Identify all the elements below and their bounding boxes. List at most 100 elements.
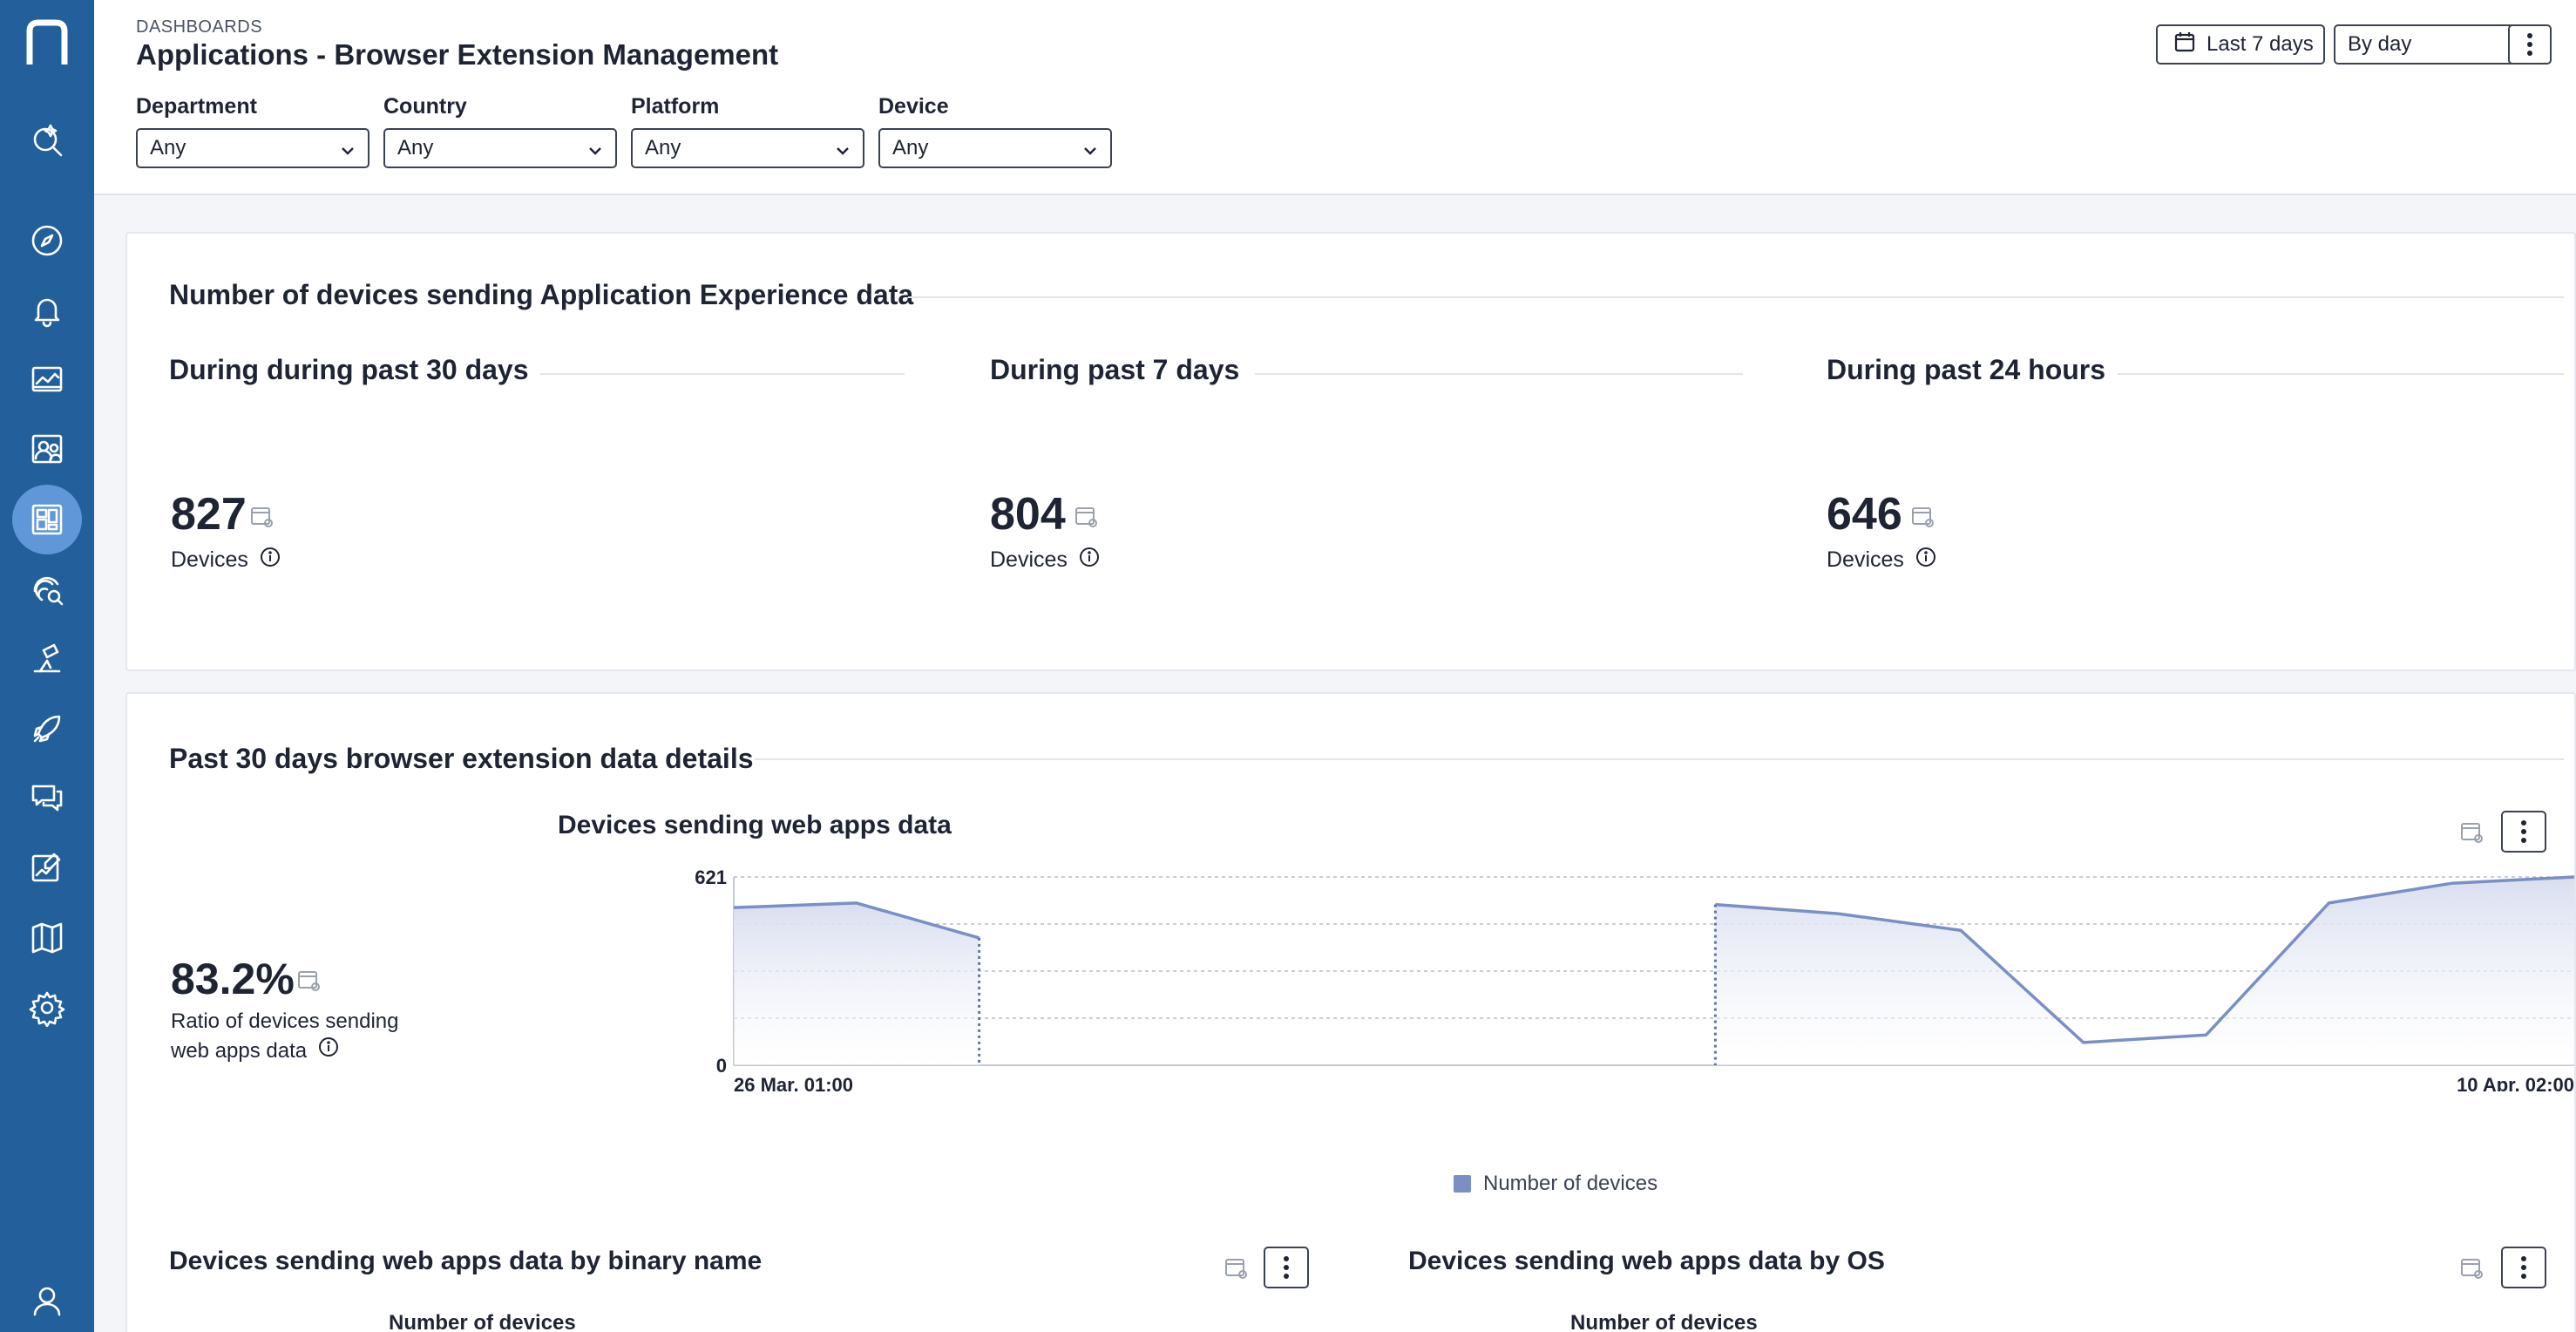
calendar-check-icon [1074, 504, 1098, 528]
metric-label: Devices [990, 546, 1101, 574]
divider [2118, 373, 2564, 375]
monitor-chart-icon[interactable] [12, 345, 82, 415]
divider [540, 373, 905, 375]
metric-period: During past 7 days [990, 354, 1240, 385]
select-value: Any [397, 136, 434, 160]
section-title: Number of devices sending Application Ex… [169, 279, 914, 310]
metric-period: During past 24 hours [1827, 354, 2106, 385]
info-icon[interactable] [1915, 546, 1937, 574]
filter-label: Country [383, 94, 467, 119]
calendar-check-icon [2459, 819, 2484, 844]
ratio-label: Ratio of devices sending web apps data [171, 1008, 399, 1066]
legend-label: Number of devices [1483, 1172, 1658, 1195]
series-line [1715, 875, 2575, 1044]
page-more-button[interactable] [2508, 24, 2552, 65]
header: DASHBOARDS Applications - Browser Extens… [94, 0, 2576, 195]
info-icon[interactable] [259, 546, 281, 574]
column-header: Number of devices [389, 1311, 576, 1332]
details-card: Past 30 days browser extension data deta… [125, 692, 2576, 1332]
metric-period: During during past 30 days [169, 354, 529, 385]
metric-value: 827 [171, 489, 247, 540]
series-line [733, 901, 980, 940]
gear-icon[interactable] [12, 973, 82, 1043]
chart-legend[interactable]: Number of devices [1454, 1172, 1657, 1196]
device-select[interactable]: Any [878, 128, 1112, 168]
user-icon[interactable] [12, 1266, 82, 1332]
os-chart-title: Devices sending web apps data by OS [1408, 1247, 1885, 1275]
sidebar [0, 0, 94, 1332]
ratio-value: 83.2% [171, 955, 295, 1003]
calendar-check-icon [1910, 504, 1935, 528]
section-title: Past 30 days browser extension data deta… [169, 743, 754, 774]
department-select[interactable]: Any [136, 128, 369, 168]
chevron-down-icon [835, 140, 851, 156]
area-chart[interactable]: 621 0 26 Mar, 01:00 10 Apr, 02:00 [546, 865, 2576, 1091]
y-tick-label: 621 [695, 866, 727, 888]
date-range-button[interactable]: Last 7 days [2156, 24, 2325, 65]
binary-chart-more-button[interactable] [1264, 1247, 1309, 1288]
country-select[interactable]: Any [383, 128, 617, 168]
calendar-icon [2173, 31, 2196, 59]
chevron-down-icon [340, 140, 356, 156]
chart-title: Devices sending web apps data [558, 811, 952, 839]
calendar-check-icon [2459, 1255, 2484, 1280]
ratio-label-line: Ratio of devices sending [171, 1009, 399, 1033]
binary-chart-title: Devices sending web apps data by binary … [169, 1247, 763, 1275]
edit-chart-icon[interactable] [12, 833, 82, 903]
filter-label: Device [878, 94, 949, 119]
chevron-down-icon [587, 140, 603, 156]
area-fill [734, 902, 980, 1065]
info-icon[interactable] [1078, 546, 1101, 574]
ratio-label-line-wrap: web apps data [171, 1036, 399, 1066]
calendar-check-icon [249, 504, 274, 528]
area-fill [1715, 877, 2574, 1065]
metric-value: 646 [1827, 489, 1902, 540]
devices-card: Number of devices sending Application Ex… [125, 232, 2576, 671]
filter-country: Country Any [383, 94, 617, 168]
divider [908, 296, 2564, 298]
metric-label: Devices [1827, 546, 1937, 574]
dashboard-icon[interactable] [12, 485, 82, 554]
breadcrumb[interactable]: DASHBOARDS [136, 17, 263, 37]
metric-label: Devices [171, 546, 281, 574]
page-title: Applications - Browser Extension Managem… [136, 38, 779, 71]
filter-label: Department [136, 94, 257, 119]
select-value: Any [892, 136, 929, 160]
legend-swatch [1454, 1175, 1471, 1193]
chart-more-button[interactable] [2501, 811, 2546, 853]
filter-device: Device Any [878, 94, 1112, 168]
calendar-check-icon [1224, 1255, 1248, 1280]
date-range-label: Last 7 days [2207, 32, 2314, 56]
metric-value: 804 [990, 489, 1066, 540]
users-icon[interactable] [12, 415, 82, 485]
divider [755, 758, 2564, 760]
nexthink-logo[interactable] [19, 16, 75, 71]
granularity-label: By day [2348, 32, 2412, 56]
info-icon[interactable] [317, 1036, 340, 1066]
filter-label: Platform [631, 94, 720, 119]
book-icon[interactable] [12, 903, 82, 973]
ratio-label-line: web apps data [171, 1038, 308, 1063]
metric-label-text: Devices [1827, 547, 1904, 572]
calendar-check-icon [296, 968, 321, 992]
divider [1255, 373, 1743, 375]
search-icon[interactable] [12, 106, 82, 176]
metric-label-text: Devices [990, 547, 1068, 572]
chat-icon[interactable] [12, 764, 82, 833]
lab-icon[interactable] [12, 624, 82, 694]
os-chart-more-button[interactable] [2501, 1247, 2546, 1288]
x-tick-label: 26 Mar, 01:00 [734, 1074, 853, 1091]
y-tick-label: 0 [716, 1055, 727, 1077]
compass-icon[interactable] [12, 206, 82, 275]
chevron-down-icon [1082, 140, 1098, 156]
select-value: Any [645, 136, 681, 160]
platform-select[interactable]: Any [631, 128, 864, 168]
filter-platform: Platform Any [631, 94, 864, 168]
bell-icon[interactable] [12, 275, 82, 345]
filter-department: Department Any [136, 94, 369, 168]
rocket-icon[interactable] [12, 694, 82, 764]
select-value: Any [150, 136, 186, 160]
metric-label-text: Devices [171, 547, 248, 572]
x-tick-label: 10 Apr, 02:00 [2457, 1074, 2574, 1091]
fingerprint-search-icon[interactable] [12, 554, 82, 624]
